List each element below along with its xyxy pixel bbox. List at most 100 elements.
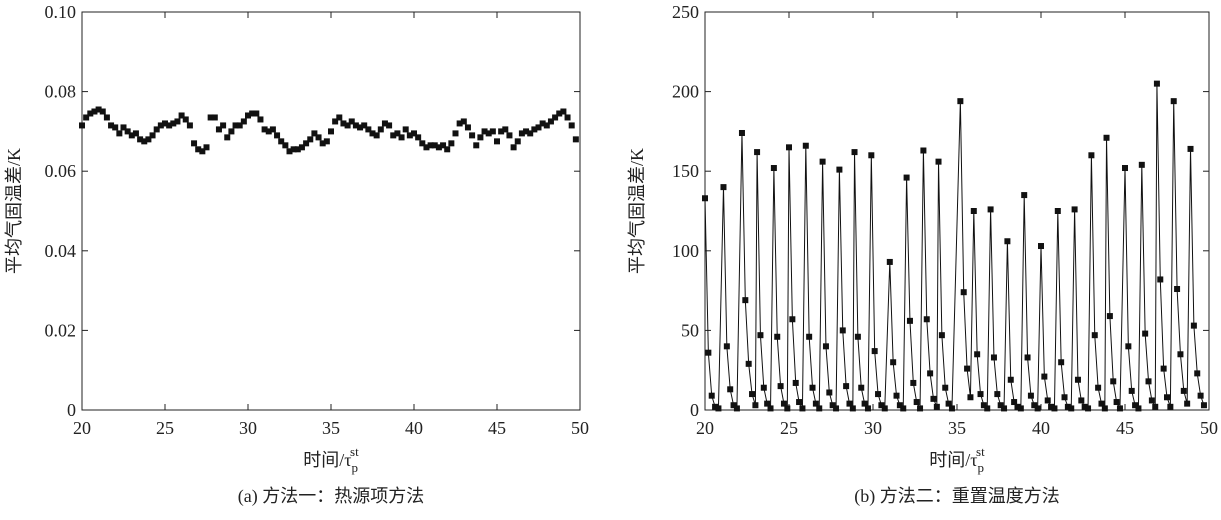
data-point [1116,405,1123,412]
data-point [871,348,878,355]
data-point [900,405,907,412]
data-point [1187,145,1194,152]
data-point [1135,405,1142,412]
data-point [806,333,813,340]
data-point [974,351,981,358]
x-axis-label: 时间/τpst [929,444,985,475]
data-point [960,289,967,296]
data-point [547,118,554,125]
data-point [784,405,791,412]
data-point [742,297,749,304]
data-point [261,126,268,133]
data-point [245,112,251,119]
data-point [839,327,846,334]
data-point [757,332,764,339]
data-point [481,128,488,135]
data-point [435,144,442,151]
data-point [980,402,987,409]
data-point [203,144,210,151]
data-point [564,114,571,121]
data-point [1011,399,1018,406]
y-tick-label: 0.08 [45,82,77,102]
data-point [809,384,816,391]
data-point [132,130,139,137]
data-point [858,384,865,391]
data-point [282,142,289,149]
data-point [1122,165,1128,172]
data-point [539,120,546,127]
y-tick-label: 100 [672,241,699,261]
data-point [278,138,285,145]
data-point [166,122,173,129]
data-point [749,391,756,398]
data-point [1190,322,1197,329]
x-label-sub: p [352,460,359,475]
plot-frame [81,11,581,411]
data-point [1041,373,1048,380]
data-point [369,130,376,137]
data-point [319,140,326,147]
data-point [1044,397,1051,404]
data-point [990,354,997,361]
data-point [935,158,942,165]
data-point [1088,152,1095,159]
data-point [933,403,940,410]
y-tick-label: 0 [67,400,76,420]
data-point [994,391,1001,398]
data-point [927,370,934,377]
data-point [1164,394,1170,401]
data-point [977,391,984,398]
data-point [332,118,339,125]
data-point [1167,403,1174,410]
x-tick-label: 35 [948,418,966,438]
data-point [846,400,853,407]
data-point [1103,134,1110,141]
data-point [913,399,920,406]
data-point [945,400,952,407]
data-point [290,146,297,153]
data-point [560,108,567,115]
data-point [103,114,110,121]
data-point [948,405,955,412]
data-point [802,142,809,149]
data-point [215,126,222,133]
data-point [1153,80,1160,87]
data-point [91,108,98,115]
data-point [336,114,343,121]
data-point [868,152,875,159]
data-point [878,402,885,409]
data-point [527,130,534,137]
caption: (b) 方法二：重置温度方法 [854,486,1060,507]
data-point [535,124,542,131]
data-point [464,124,471,131]
x-tick-label: 25 [780,418,798,438]
data-point [917,405,924,412]
data-point [875,391,882,398]
data-point [826,389,833,396]
y-tick-label: 50 [681,320,699,340]
data-point [920,147,927,154]
data-point [1177,351,1184,358]
data-point [957,98,964,105]
data-point [767,405,774,412]
data-point [191,140,198,147]
x-tick-label: 50 [1200,418,1218,438]
data-point [311,130,318,137]
data-point [843,383,850,390]
x-tick-label: 35 [322,418,340,438]
data-point [406,132,413,139]
data-point [715,405,722,412]
data-point [274,132,281,139]
data-point [836,166,843,173]
data-point [764,400,771,407]
data-point [128,132,135,139]
data-point [708,392,715,399]
data-point [211,114,218,121]
data-point [348,118,355,125]
data-point [881,405,888,412]
data-point [1157,276,1164,283]
y-tick-label: 0.06 [45,161,77,181]
data-point [1074,376,1081,383]
x-tick-label: 50 [571,418,589,438]
